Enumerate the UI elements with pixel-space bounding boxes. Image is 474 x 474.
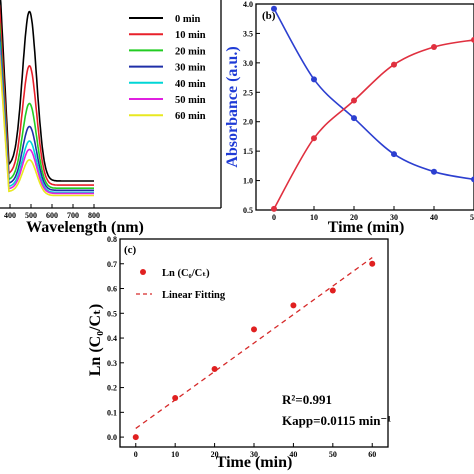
panel-c-y-tick-label: 0.6 [107, 285, 117, 294]
spectrum-line-20-min [0, 22, 94, 189]
spectrum-line-40-min [0, 41, 94, 194]
panel-c-x-tick-label: 30 [250, 450, 258, 459]
panel-a-x-tick-label: 700 [67, 211, 79, 220]
legend-label-10-min: 10 min [175, 30, 206, 41]
panel-a-legend: 0 min 10 min 20 min 30 min 40 min 50 min 60 mi… [129, 14, 206, 122]
panel-b-x-tick-label: 40 [430, 213, 438, 222]
panel-c-x-tick-label: 40 [289, 450, 297, 459]
legend-marker-points [140, 269, 146, 275]
panel-c-y-tick-label: 0.5 [107, 309, 117, 318]
legend-label-points: Ln (C₀/Cₜ) [162, 268, 210, 279]
spectrum-line-0-min [0, 0, 94, 182]
panel-b-x-tick-label: 50 [470, 213, 474, 222]
panel-b-point-series-2 [271, 205, 277, 212]
legend-label-50-min: 50 min [175, 95, 206, 106]
panel-c-x-tick-label: 50 [329, 450, 337, 459]
legend-label-40-min: 40 min [175, 79, 206, 90]
panel-c-x-tick-label: 10 [171, 450, 179, 459]
panel-c-y-axis-label: Ln (C₀/Cₜ) [87, 304, 104, 377]
panel-c-x-axis-label: Time (min) [216, 454, 293, 471]
legend-label-20-min: 20 min [175, 46, 206, 57]
panel-b-y-tick-label: 1.0 [243, 177, 253, 186]
panel-c-data-point [251, 326, 257, 333]
panel-a-x-tick-label: 800 [88, 211, 100, 220]
panel-a-uv-vis-spectra: 400 500 600 700 800 Wavelength (nm) 0 min 10 … [0, 0, 222, 236]
panel-c-data-point [172, 394, 179, 401]
panel-c-y-tick-label: 0.4 [107, 334, 117, 343]
panel-b-point-series-2 [471, 36, 474, 43]
spectrum-line-50-min [0, 48, 94, 195]
panel-b-point-series-1 [351, 115, 357, 122]
panel-b-label: (b) [262, 10, 276, 22]
panel-c-y-tick-label: 0.2 [107, 384, 117, 393]
panel-c-x-tick-label: 0 [134, 450, 138, 459]
legend-label-0-min: 0 min [175, 14, 201, 25]
panel-c-data-points [132, 260, 376, 441]
panel-b-x-tick-label: 10 [310, 213, 318, 222]
panel-b-x-tick-label: 0 [272, 213, 276, 222]
panel-b-y-tick-label: 0.5 [243, 206, 253, 215]
panel-b-point-series-1 [311, 76, 317, 83]
panel-c-y-tick-label: 0.7 [107, 260, 117, 269]
panel-c-x-ticks: 0 10 20 30 40 50 60 [134, 443, 376, 459]
panel-b-y-tick-label: 1.5 [243, 147, 253, 156]
panel-b-y-axis-label: Absorbance (a.u.) [224, 46, 241, 167]
spectrum-line-60-min [0, 54, 94, 197]
panel-a-spectra-curves [0, 0, 94, 197]
panel-b-y-tick-label: 4.0 [243, 0, 253, 9]
panel-c-y-tick-label: 0.1 [107, 408, 117, 417]
panel-b-x-axis-label: Time (min) [328, 219, 405, 236]
spectrum-line-10-min [0, 5, 94, 186]
panel-c-legend: Ln (C₀/Cₜ) Linear Fitting [136, 268, 226, 301]
legend-label-fit: Linear Fitting [162, 290, 226, 301]
panel-a-x-tick-label: 400 [4, 211, 16, 220]
panel-b-x-ticks: 0 10 20 30 40 50 [272, 206, 474, 222]
panel-b-point-series-2 [391, 61, 397, 68]
panel-c-data-point [329, 287, 336, 294]
panel-c-data-point [132, 434, 139, 441]
panel-a-x-ticks: 400 500 600 700 800 [4, 204, 100, 220]
panel-a-x-axis-label: Wavelength (nm) [26, 219, 144, 236]
legend-label-30-min: 30 min [175, 63, 206, 74]
panel-b-y-tick-label: 3.0 [243, 59, 253, 68]
panel-b-point-series-2 [351, 97, 357, 104]
panel-c-data-point [369, 260, 376, 267]
panel-c-y-tick-label: 0.8 [107, 235, 117, 244]
spectrum-line-30-min [0, 33, 94, 192]
panel-c-y-tick-label: 0.3 [107, 359, 117, 368]
panel-b-absorbance-vs-time: (b) 0.5 1.0 1.5 2.0 2.5 3.0 3.5 4.0 0 10 20 30 40 50… [224, 0, 474, 236]
panel-b-y-tick-label: 3.5 [243, 29, 253, 38]
panel-c-y-ticks: 0.0 0.1 0.2 0.3 0.4 0.5 0.6 0.7 0.8 [107, 235, 124, 442]
panel-c-x-tick-label: 60 [368, 450, 376, 459]
panel-a-x-tick-label: 600 [46, 211, 58, 220]
panel-c-y-tick-label: 0.0 [107, 433, 117, 442]
panel-b-plot-frame [255, 3, 474, 211]
legend-label-60-min: 60 min [175, 111, 206, 122]
panel-b-y-tick-label: 2.5 [243, 88, 253, 97]
panel-c-data-point [290, 302, 297, 309]
panel-b-point-series-1 [431, 168, 437, 175]
panel-b-point-series-1 [271, 5, 277, 12]
panel-c-x-tick-label: 20 [211, 450, 219, 459]
panel-b-y-ticks: 0.5 1.0 1.5 2.0 2.5 3.0 3.5 4.0 [243, 0, 260, 215]
annotation-k-app: Kapp=0.0115 min⁻¹ [282, 413, 391, 428]
panel-b-y-tick-label: 2.0 [243, 118, 253, 127]
panel-b-x-tick-label: 30 [390, 213, 398, 222]
panel-b-point-series-2 [311, 135, 317, 142]
panel-b-point-series-1 [471, 176, 474, 183]
panel-c-kinetics-fit: (c) 0.0 0.1 0.2 0.3 0.4 0.5 0.6 0.7 0.8 0 10 20 30 4… [87, 235, 391, 471]
annotation-r-squared: R²=0.991 [282, 392, 332, 407]
panel-a-x-tick-label: 500 [25, 211, 37, 220]
panel-b-series [271, 5, 474, 212]
panel-b-x-tick-label: 20 [350, 213, 358, 222]
panel-b-point-series-2 [431, 43, 437, 50]
panel-b-point-series-1 [391, 151, 397, 158]
panel-c-data-point [211, 366, 218, 372]
panel-c-label: (c) [124, 244, 137, 256]
